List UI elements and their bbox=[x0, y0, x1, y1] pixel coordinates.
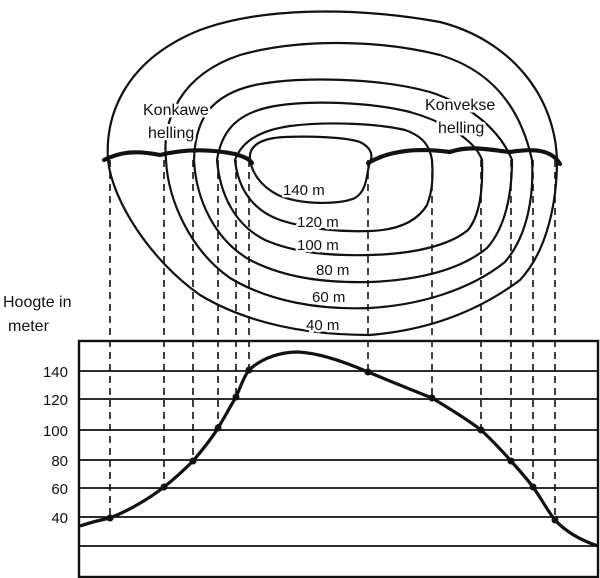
profile-point bbox=[507, 457, 515, 465]
axis-title-line1: Hoogte in bbox=[3, 294, 72, 311]
profile-frame bbox=[77, 339, 600, 578]
profile-point bbox=[214, 424, 222, 432]
y-tick-label: 60 bbox=[51, 481, 68, 498]
profile-point bbox=[245, 366, 253, 374]
cross-section-line bbox=[101, 146, 563, 167]
profile-point bbox=[160, 483, 168, 491]
contour-120-bottom bbox=[233, 158, 434, 233]
contour-60-bottom bbox=[164, 158, 534, 310]
profile-curve bbox=[79, 350, 599, 548]
profile-point bbox=[106, 514, 114, 522]
profile-grid bbox=[77, 339, 600, 578]
y-tick-label: 40 bbox=[51, 510, 68, 527]
profile-points bbox=[106, 366, 559, 524]
contour-label-100: 100 m bbox=[297, 237, 339, 254]
contour-60-top bbox=[164, 41, 534, 162]
contour-100-top bbox=[215, 101, 484, 162]
convex-label-line2: helling bbox=[438, 120, 484, 137]
concave-label-line1: Konkawe bbox=[143, 102, 209, 119]
contour-100-bottom bbox=[215, 158, 484, 257]
y-tick-label: 80 bbox=[51, 453, 68, 470]
profile-point bbox=[232, 393, 240, 401]
convex-label-line1: Konvekse bbox=[425, 97, 495, 114]
contour-120-top bbox=[233, 122, 434, 162]
profile-point bbox=[428, 394, 436, 402]
contour-40-bottom bbox=[106, 158, 559, 337]
contour-label-120: 120 m bbox=[297, 214, 339, 231]
profile-point bbox=[477, 426, 485, 434]
y-tick-label: 120 bbox=[43, 392, 68, 409]
y-tick-label: 140 bbox=[43, 364, 68, 381]
contour-label-80: 80 m bbox=[316, 262, 349, 279]
y-tick-label: 100 bbox=[43, 423, 68, 440]
contour-80-bottom bbox=[192, 158, 514, 284]
contour-40-top bbox=[106, 10, 559, 162]
concave-label-line2: helling bbox=[148, 125, 194, 142]
profile-point bbox=[529, 483, 537, 491]
contour-map bbox=[101, 10, 563, 337]
contour-label-140: 140 m bbox=[283, 182, 325, 199]
contour-80-top bbox=[192, 78, 514, 162]
axis-title-line2: meter bbox=[8, 318, 50, 335]
profile-point bbox=[551, 516, 559, 524]
profile-point bbox=[189, 457, 197, 465]
profile-point bbox=[364, 368, 372, 376]
contour-label-40: 40 m bbox=[306, 317, 339, 334]
contour-label-60: 60 m bbox=[312, 289, 345, 306]
